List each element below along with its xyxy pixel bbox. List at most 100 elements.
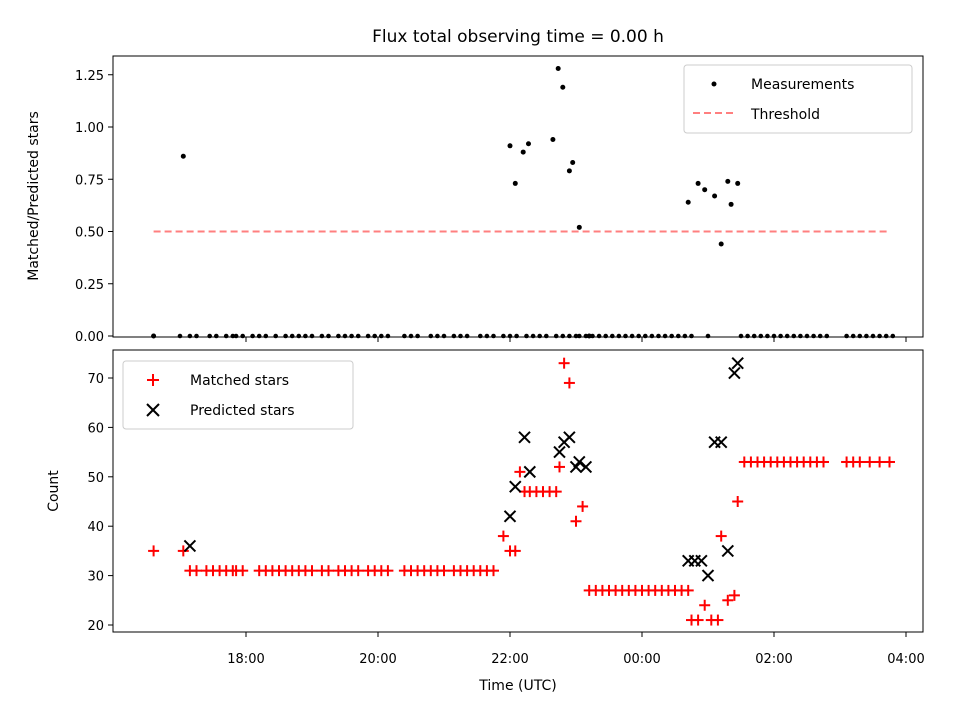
measurement-point [256,333,262,339]
matched-star-marker [854,456,866,468]
matched-star-marker [715,530,727,542]
legend-matched-label: Matched stars [190,373,289,389]
x-axis-label: Time (UTC) [478,678,556,694]
predicted-star-marker [731,356,744,370]
bottom-x-tick-label: 20:00 [359,652,396,667]
predicted-star-marker [183,539,197,553]
legend-threshold-label: Threshold [750,107,820,123]
measurement-point [576,224,582,230]
measurement-point [180,153,186,159]
matched-star-marker [438,565,450,577]
top-legend-box [683,64,913,134]
bottom-x-tick-label: 00:00 [623,652,660,667]
measurement-point [811,333,816,339]
measurement-point [656,333,661,339]
bottom-y-tick-label: 50 [87,471,104,486]
predicted-star-marker [518,431,531,444]
measurement-point [342,333,348,339]
measurement-point [643,333,648,339]
measurement-point [415,333,420,339]
measurement-point [728,201,734,207]
bottom-y-ticks: 20 30 40 50 60 70 [87,372,113,634]
predicted-star-marker [721,544,735,558]
chart-title: Flux total observing time = 0.00 h [372,27,664,47]
bottom-x-tick-label: 04:00 [887,652,924,667]
predicted-star-marker [503,510,517,523]
measurement-point [649,333,655,339]
measurement-point [718,241,724,247]
measurement-point [676,333,681,339]
measurement-point [385,333,391,339]
measurement-point [214,333,219,339]
bottom-panel: 20 30 40 50 60 70 18:00 20:00 22:00 00:00 02:00 04… [46,349,925,694]
measurement-point [464,333,470,339]
predicted-star-marker [523,465,537,479]
measurement-point [187,333,193,339]
measurement-point [798,333,803,339]
bottom-data-marks [148,356,895,626]
measurement-point [240,333,245,339]
measurement-point [177,333,183,339]
measurement-point [303,333,308,339]
measurement-point [685,199,691,205]
measurement-point [682,333,688,339]
bottom-x-tick-label: 02:00 [755,652,792,667]
measurement-point [309,333,315,339]
matched-star-marker [514,466,526,478]
top-y-tick-label: 0.75 [75,173,104,188]
measurement-point [817,333,823,339]
measurement-point [623,333,628,339]
measurement-point [428,333,434,339]
measurement-point [289,333,295,339]
measurement-point [194,333,199,339]
measurement-point [570,160,576,166]
measurement-point [408,333,414,339]
matched-star-marker [148,545,160,557]
legend-measurements-label: Measurements [751,77,854,93]
matched-star-marker [732,496,744,507]
measurement-point [273,333,279,339]
matched-star-marker [818,456,829,468]
measurement-point [877,333,882,339]
measurement-point [662,333,668,339]
measurement-point [296,333,302,339]
measurement-point [402,333,407,339]
measurement-point [712,193,718,199]
bottom-y-tick-label: 20 [87,619,104,634]
measurement-point [738,333,744,339]
measurement-point [784,333,790,339]
measurement-point [560,333,566,339]
predicted-star-marker [553,445,566,459]
matched-star-marker [558,357,570,369]
measurement-point [804,333,810,339]
measurement-point [525,141,531,147]
top-y-tick-label: 1.00 [75,121,104,136]
bottom-y-tick-label: 40 [87,520,104,535]
measurement-point [890,333,896,339]
matched-star-marker [692,614,704,626]
measurement-point [586,333,592,339]
bottom-legend: Matched stars Predicted stars [122,360,354,430]
measurement-point [596,333,602,339]
measurement-point [207,333,212,339]
matched-star-marker [191,565,202,577]
measurement-point [560,84,566,90]
legend-predicted-label: Predicted stars [190,403,295,419]
measurement-point [355,333,361,339]
measurement-point [705,333,711,339]
measurement-point [326,333,331,339]
matched-star-marker [382,565,394,577]
measurement-point [725,178,731,184]
measurement-point [365,333,371,339]
measurement-point [507,143,513,149]
matched-star-marker [550,486,562,498]
matched-star-marker [497,530,509,542]
bottom-y-tick-label: 70 [87,372,104,387]
matched-star-marker [509,545,521,557]
measurement-point [530,333,536,339]
matched-star-marker [563,377,575,389]
matched-star-marker [874,456,886,468]
predicted-star-marker [579,460,593,474]
measurement-point [629,333,635,339]
